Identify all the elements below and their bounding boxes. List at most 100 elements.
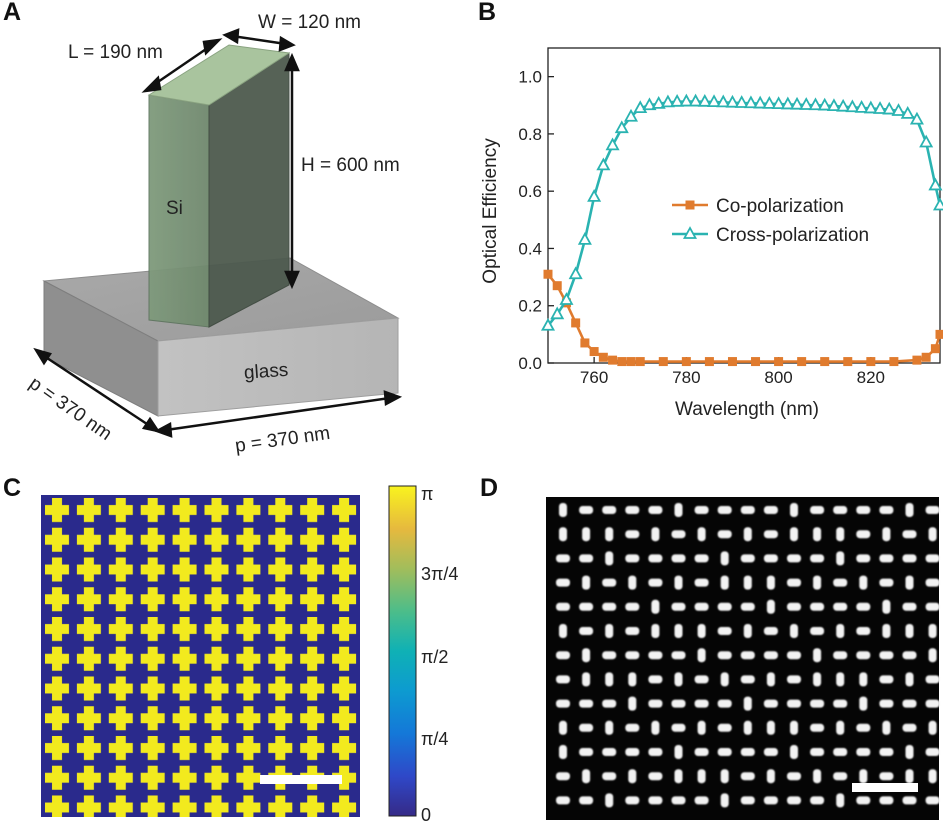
data-point [580, 338, 590, 348]
nanopillar [763, 506, 778, 514]
nanopillar [648, 578, 663, 587]
nanopillar [763, 796, 778, 805]
nanopillar [579, 796, 594, 805]
nanopillar [740, 772, 755, 781]
nanopillar [602, 506, 617, 514]
data-point [617, 357, 627, 367]
nanopillar [879, 651, 894, 660]
nanopillar [582, 575, 591, 590]
data-point [707, 94, 722, 108]
nanopillar [556, 554, 570, 563]
nanopillar [856, 796, 871, 805]
nanopillar [556, 675, 570, 684]
nanopillar [694, 675, 709, 684]
nanopillar [559, 527, 567, 542]
colorbar [388, 485, 417, 817]
nanopillar [856, 723, 871, 732]
label-si: Si [166, 198, 183, 219]
nanopillar [720, 769, 729, 784]
data-point [935, 329, 943, 339]
data-point [909, 111, 924, 125]
data-point [596, 157, 611, 171]
nanopillar [763, 748, 778, 756]
nanopillar [879, 772, 894, 781]
nanopillar [902, 796, 917, 805]
colorbar-tick: 0 [421, 805, 431, 824]
nanopillar [787, 675, 801, 684]
nanopillar [694, 796, 709, 805]
nanopillar [628, 575, 637, 590]
nanopillar [651, 527, 660, 542]
nanopillar [787, 602, 801, 611]
data-point [725, 94, 740, 108]
nanopillar [605, 720, 614, 735]
nanopillar [602, 748, 617, 756]
nanopillar [902, 723, 917, 732]
nanopillar [648, 675, 663, 684]
data-point [727, 357, 737, 367]
data-point [552, 281, 562, 291]
data-point [808, 97, 823, 111]
data-point [589, 347, 599, 357]
nanopillar [720, 551, 729, 566]
nanopillar [674, 503, 683, 517]
nanopillar [813, 672, 822, 687]
data-point [753, 95, 768, 109]
data-point [900, 105, 915, 119]
data-point [882, 101, 897, 115]
nanopillar [902, 602, 917, 611]
data-point [571, 318, 581, 328]
nanopillar [905, 503, 914, 517]
nanopillar [674, 624, 683, 638]
nanopillar [859, 696, 868, 711]
nanopillar [787, 772, 801, 781]
nanopillar [790, 624, 798, 638]
nanopillar [810, 699, 825, 708]
nanopillar [740, 506, 755, 514]
nanopillar [648, 748, 663, 756]
data-point [919, 134, 934, 148]
nanopillar [787, 699, 801, 708]
nanopillar [790, 745, 798, 759]
nanopillar [717, 699, 732, 708]
data-point [614, 120, 629, 134]
nanopillar [579, 723, 594, 732]
nanopillar [674, 575, 683, 590]
nanopillar [833, 748, 848, 756]
nanopillar [697, 527, 706, 542]
nanopillar [856, 627, 871, 635]
data-point [623, 108, 639, 122]
nanopillar [740, 796, 755, 805]
data-point [635, 357, 645, 367]
nanopillar [810, 554, 825, 563]
data-point [716, 94, 731, 108]
nanopillar [836, 793, 845, 808]
x-tick-label: 820 [857, 368, 885, 387]
colorbar-tick: π [421, 484, 433, 504]
nanopillar [602, 651, 617, 660]
data-point [688, 93, 703, 107]
data-point [912, 355, 922, 365]
nanopillar [902, 651, 917, 660]
nanopillar [740, 602, 755, 611]
nanopillar [694, 578, 709, 587]
nanopillar [905, 672, 914, 687]
nanopillar [836, 527, 845, 542]
nanopillar [651, 624, 660, 638]
nanopillar [625, 602, 640, 611]
data-point [866, 357, 876, 367]
nanopillar [602, 602, 617, 611]
nanopillar [928, 720, 937, 735]
nanopillar [879, 506, 894, 514]
nanopillar [925, 675, 940, 684]
nanopillar [579, 602, 594, 611]
nanopillar [605, 624, 614, 638]
nanopillar [717, 651, 732, 660]
data-point [854, 99, 869, 113]
data-point [873, 101, 888, 114]
nanopillar [790, 720, 798, 735]
data-point [797, 357, 807, 367]
nanopillar [763, 627, 778, 635]
nanopillar [582, 769, 591, 784]
